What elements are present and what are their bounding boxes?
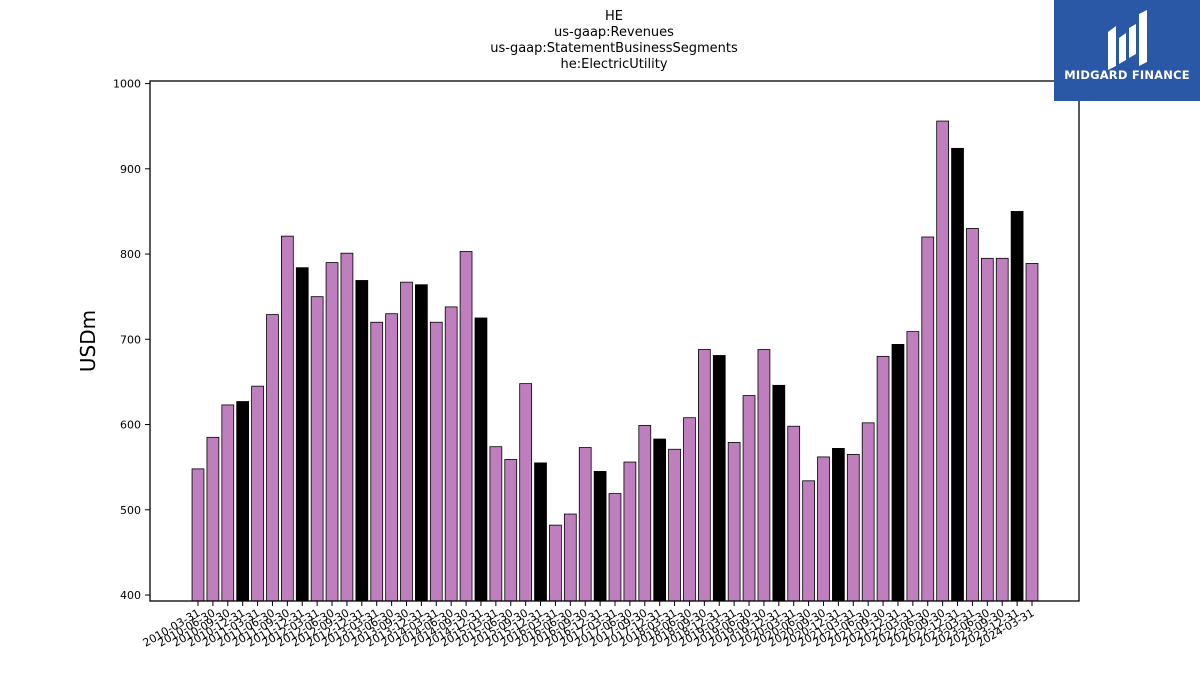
bar-2020-12-31 [832, 448, 845, 602]
bar-2021-09-30 [876, 355, 890, 602]
bar-2010-06-30 [206, 436, 220, 602]
y-tick-label: 500 [120, 504, 141, 517]
y-tick-label: 700 [120, 333, 141, 346]
brand-name: MIDGARD FINANCE [1064, 68, 1190, 82]
bar-2023-03-31 [966, 228, 979, 602]
bar-2014-09-30 [459, 251, 473, 602]
bar-2024-03-31 [1025, 263, 1039, 602]
bar-2014-03-31 [429, 321, 443, 602]
bar-2011-03-31 [251, 385, 264, 602]
midgard-finance-logo: MIDGARD FINANCE [1054, 0, 1200, 101]
bar-2012-06-30 [325, 262, 339, 602]
chart-title-line-4: he:ElectricUtility [560, 57, 667, 72]
bar-2013-12-31 [415, 284, 428, 602]
bar-2010-03-31 [191, 468, 205, 602]
bar-2015-03-31 [489, 446, 503, 602]
bar-2021-06-30 [861, 422, 875, 602]
bar-2018-12-31 [712, 355, 726, 602]
bar-2021-12-31 [891, 344, 905, 602]
bar-2021-03-31 [846, 453, 860, 602]
y-axis: 400 500 600 700 800 900 1000 [113, 78, 150, 602]
bar-2015-12-31 [534, 462, 547, 602]
bar-2014-06-30 [444, 306, 458, 602]
bar-2019-09-30 [757, 349, 771, 602]
y-tick-label: 900 [120, 163, 141, 176]
bar-2012-03-31 [310, 296, 324, 602]
bar-2011-09-30 [280, 235, 294, 602]
bar-2012-09-30 [340, 252, 354, 602]
bar-2018-03-31 [668, 448, 681, 602]
bar-2011-06-30 [266, 314, 279, 602]
bar-2019-12-31 [772, 384, 786, 602]
bar-2017-06-30 [623, 461, 637, 602]
bar-2010-12-31 [236, 401, 250, 602]
bar-2022-09-30 [936, 120, 950, 602]
y-axis-label: USDm [76, 310, 100, 372]
bar-2012-12-31 [355, 280, 369, 602]
bar-2010-09-30 [221, 404, 235, 602]
bar-2016-06-30 [563, 513, 577, 602]
bar-2013-03-31 [370, 321, 384, 602]
plot-frame [149, 80, 1080, 602]
bar-2023-12-31 [1010, 211, 1024, 602]
bar-2016-12-31 [593, 471, 607, 602]
bar-2022-03-31 [906, 331, 920, 602]
bar-2019-06-30 [742, 395, 756, 602]
midgard-logo-icon [1108, 10, 1147, 70]
bar-2017-09-30 [638, 424, 652, 602]
bar-series [191, 120, 1039, 602]
chart-title: HE us-gaap:Revenues us-gaap:StatementBus… [490, 9, 738, 72]
chart-title-line-2: us-gaap:Revenues [554, 25, 674, 40]
y-tick-label: 1000 [113, 78, 141, 91]
bar-2011-12-31 [295, 267, 309, 602]
chart-title-line-3: us-gaap:StatementBusinessSegments [490, 41, 738, 56]
bar-2013-06-30 [385, 313, 398, 602]
bar-2020-06-30 [802, 480, 815, 602]
bar-2015-06-30 [504, 459, 518, 602]
bar-2017-12-31 [653, 438, 667, 602]
bar-2018-06-30 [683, 417, 696, 602]
bar-2020-03-31 [787, 425, 801, 602]
bar-2015-09-30 [519, 383, 533, 602]
chart-title-line-1: HE [605, 9, 623, 24]
bar-2017-03-31 [608, 493, 622, 602]
y-tick-label: 800 [120, 248, 141, 261]
bar-2014-12-31 [474, 317, 488, 602]
bar-2016-03-31 [549, 524, 562, 602]
bar-2022-12-31 [951, 147, 964, 602]
y-tick-label: 600 [120, 419, 141, 432]
bar-2016-09-30 [578, 447, 592, 602]
bar-2022-06-30 [921, 236, 935, 602]
bar-2013-09-30 [400, 281, 413, 602]
bar-2023-06-30 [980, 257, 994, 602]
bar-2023-09-30 [995, 257, 1009, 602]
bar-2020-09-30 [817, 456, 830, 602]
x-axis: 2010-03-312010-06-302010-09-302010-12-31… [141, 601, 1037, 650]
bar-2018-09-30 [698, 349, 711, 602]
bar-2019-03-31 [727, 442, 741, 602]
y-tick-label: 400 [120, 589, 141, 602]
